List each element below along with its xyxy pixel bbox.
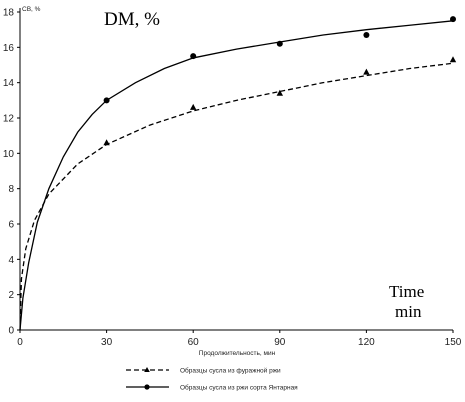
- legend: Образцы сусла из фуражной ржи Образцы сус…: [126, 367, 298, 392]
- series-1-point: [363, 68, 370, 75]
- y-tick-label: 12: [3, 114, 15, 125]
- overlay-x-label-line2: min: [395, 302, 422, 321]
- series-2-point: [190, 53, 197, 60]
- legend-swatch-marker-2: [144, 384, 150, 390]
- y-tick-label: 14: [3, 78, 15, 89]
- x-tick-label: 120: [358, 337, 375, 348]
- y-tick-label: 18: [3, 8, 15, 19]
- series-2-point: [103, 97, 110, 104]
- x-tick-label: 90: [274, 337, 286, 348]
- y-tick-label: 16: [3, 43, 15, 54]
- tick-labels: 0 2 4 6 8 10 12 14 16 18 0 30 60 90 120 150: [3, 8, 462, 349]
- y-tick-label: 0: [8, 326, 14, 337]
- series-1-line: [19, 62, 454, 331]
- legend-swatch-marker-1: [144, 367, 150, 372]
- series-1-point: [276, 89, 283, 96]
- x-tick-label: 150: [445, 337, 462, 348]
- series-2-point: [276, 40, 283, 47]
- series-2-point: [450, 16, 456, 23]
- legend-label-1: Образцы сусла из фуражной ржи: [180, 367, 281, 375]
- overlay-y-label: DM, %: [104, 9, 160, 30]
- x-axis-title: Продолжительность, мин: [199, 350, 276, 357]
- y-tick-label: 6: [8, 220, 14, 231]
- y-tick-label: 2: [8, 290, 14, 301]
- series-1-point: [449, 56, 457, 63]
- y-tick-label: 8: [8, 184, 14, 195]
- legend-label-2: Образцы сусла из ржи сорта Янтарная: [180, 384, 298, 392]
- x-tick-label: 0: [17, 337, 23, 348]
- series-2-point: [363, 31, 370, 38]
- series-1-point: [190, 103, 197, 110]
- axes: [17, 8, 454, 333]
- y-axis-corner-label: СВ, %: [22, 6, 41, 13]
- x-tick-label: 30: [101, 337, 113, 348]
- trend-lines: [19, 20, 454, 331]
- y-tick-label: 10: [3, 149, 15, 160]
- x-tick-label: 60: [188, 337, 200, 348]
- y-tick-label: 4: [8, 255, 14, 266]
- series-1-point: [103, 139, 110, 146]
- series-2-line: [19, 20, 454, 331]
- data-markers: [103, 16, 457, 146]
- overlay-x-label-line1: Time: [389, 282, 424, 301]
